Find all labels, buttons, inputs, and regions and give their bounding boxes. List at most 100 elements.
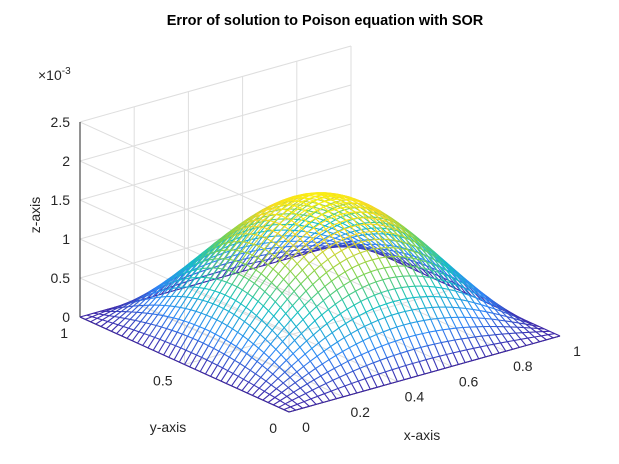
surface-mesh-line xyxy=(465,308,472,318)
surface-mesh-line xyxy=(257,300,264,307)
x-tick-label: 0.2 xyxy=(350,404,370,420)
surface-mesh-line xyxy=(244,321,251,327)
surface-mesh-line xyxy=(275,341,284,350)
surface-mesh-line xyxy=(405,365,412,379)
surface-mesh-line xyxy=(486,345,493,356)
surface-mesh-line xyxy=(324,280,332,287)
surface-mesh-line xyxy=(398,229,405,238)
surface-mesh-line xyxy=(339,262,346,273)
surface-mesh-line xyxy=(280,307,287,314)
surface-mesh-line xyxy=(297,312,304,320)
surface-mesh-line xyxy=(287,209,294,213)
surface-mesh-line xyxy=(179,276,186,285)
surface-mesh-line xyxy=(406,298,413,311)
surface-mesh-line xyxy=(311,389,319,397)
surface-mesh-line xyxy=(272,268,279,275)
surface-mesh-line xyxy=(306,227,315,234)
surface-mesh-line xyxy=(382,277,390,281)
z-tick-label: 2 xyxy=(62,153,70,169)
surface-mesh-line xyxy=(376,227,384,235)
surface-mesh-line xyxy=(407,348,415,352)
surface-mesh-line xyxy=(376,331,384,336)
surface-mesh-line xyxy=(270,213,276,216)
surface-mesh-line xyxy=(245,263,251,268)
surface-mesh-line xyxy=(328,359,335,369)
surface-mesh-line xyxy=(286,245,294,254)
surface-mesh-line xyxy=(233,236,241,241)
surface-mesh-line xyxy=(203,342,209,347)
surface-mesh-line xyxy=(261,365,268,371)
surface-mesh-line xyxy=(326,318,335,325)
surface-mesh-line xyxy=(303,360,311,367)
surface-mesh-line xyxy=(288,409,296,413)
surface-mesh-line xyxy=(417,266,424,277)
surface-mesh-line xyxy=(212,292,221,305)
surface-mesh-line xyxy=(242,335,249,341)
surface-mesh-line xyxy=(312,386,320,391)
surface-mesh-line xyxy=(182,333,188,337)
surface-mesh-line xyxy=(370,268,378,273)
surface-mesh-line xyxy=(181,296,188,298)
surface-mesh-line xyxy=(419,259,426,269)
surface-mesh-line xyxy=(329,289,338,296)
surface-mesh-line xyxy=(442,328,450,331)
surface-mesh-line xyxy=(268,356,275,363)
surface-mesh-line xyxy=(325,272,333,282)
surface-mesh-line xyxy=(243,245,251,248)
surface-mesh-line xyxy=(142,345,149,349)
surface-mesh-line xyxy=(251,347,260,358)
surface-mesh-line xyxy=(250,257,258,268)
surface-mesh-line xyxy=(463,287,470,296)
surface-mesh-line xyxy=(310,398,317,405)
surface-mesh-line xyxy=(425,307,432,320)
surface-mesh-line xyxy=(288,326,297,335)
surface-mesh-line xyxy=(167,281,175,290)
surface-mesh-line xyxy=(409,322,417,336)
surface-mesh-line xyxy=(275,208,283,215)
surface-mesh-line xyxy=(460,299,467,309)
surface-mesh-line xyxy=(263,240,272,250)
surface-mesh-line xyxy=(343,394,351,398)
surface-mesh-line xyxy=(493,312,501,316)
surface-mesh-line xyxy=(321,363,328,373)
surface-mesh-line xyxy=(505,320,513,323)
surface-mesh-line xyxy=(288,230,295,237)
surface-mesh-line xyxy=(150,323,157,327)
surface-mesh-line xyxy=(400,248,407,258)
surface-mesh-line xyxy=(413,296,421,299)
surface-mesh-line xyxy=(298,393,306,398)
surface-mesh-line xyxy=(301,372,310,379)
surface-mesh-line xyxy=(419,257,427,267)
surface-mesh-line xyxy=(399,298,407,301)
surface-mesh-line xyxy=(553,335,561,339)
surface-mesh-line xyxy=(132,340,138,344)
surface-mesh-line xyxy=(401,338,408,352)
surface-mesh-line xyxy=(280,354,287,361)
surface-mesh-line xyxy=(184,364,190,368)
y-tick-label: 1 xyxy=(60,325,68,341)
surface-mesh-line xyxy=(237,252,245,256)
surface-mesh-line xyxy=(280,298,288,308)
surface-mesh-line xyxy=(157,305,166,316)
surface-mesh-line xyxy=(520,337,528,340)
surface-mesh-line xyxy=(171,329,178,333)
surface-mesh-line xyxy=(288,382,296,389)
surface-mesh-line xyxy=(315,368,322,377)
surface-mesh-line xyxy=(291,218,298,221)
surface-mesh-line xyxy=(467,300,474,310)
surface-mesh-line xyxy=(275,213,282,217)
surface-mesh-line xyxy=(247,292,254,298)
surface-mesh-line xyxy=(324,222,331,227)
surface-mesh-line xyxy=(323,235,332,241)
surface-mesh-line xyxy=(340,364,347,375)
surface-mesh-line xyxy=(398,367,405,380)
surface-mesh-line xyxy=(256,226,263,228)
surface-mesh-line xyxy=(243,276,250,281)
surface-mesh-line xyxy=(193,277,202,288)
surface-mesh-line xyxy=(215,378,222,382)
surface-mesh-line xyxy=(351,236,360,242)
surface-mesh-line xyxy=(143,323,152,334)
surface-mesh-line xyxy=(274,301,281,308)
surface-mesh-line xyxy=(116,326,124,334)
surface-mesh-line xyxy=(541,334,549,337)
